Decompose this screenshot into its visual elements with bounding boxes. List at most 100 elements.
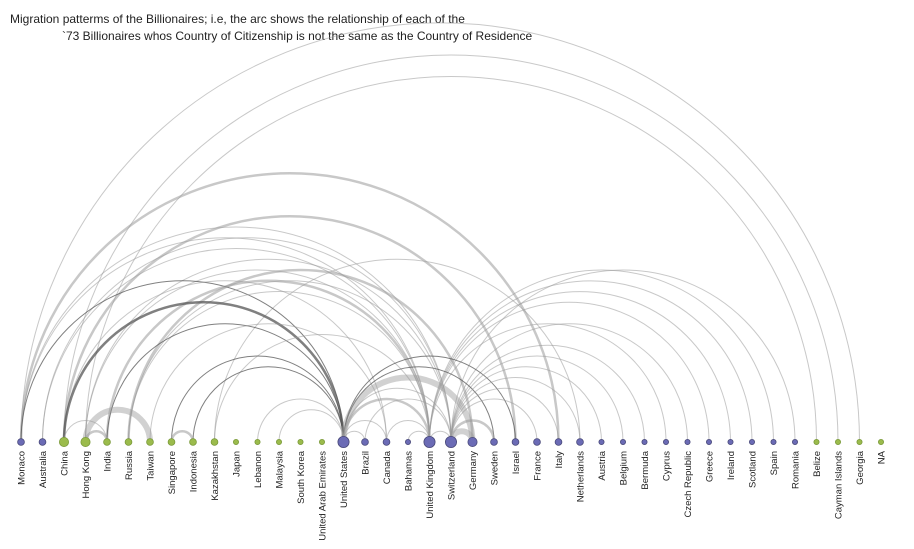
node-hong-kong[interactable] bbox=[80, 436, 91, 447]
node-israel[interactable] bbox=[511, 438, 520, 446]
arc-switzerland-to-romania[interactable] bbox=[450, 269, 796, 443]
node-australia[interactable] bbox=[38, 438, 47, 446]
node-cyprus[interactable] bbox=[663, 438, 670, 445]
node-label-lebanon: Lebanon bbox=[253, 451, 264, 488]
node-kazakhstan[interactable] bbox=[210, 438, 219, 446]
node-ireland[interactable] bbox=[727, 438, 734, 445]
arc-united-kingdom-to-cyprus[interactable] bbox=[429, 323, 667, 443]
arc-switzerland-to-austria[interactable] bbox=[450, 366, 602, 443]
arc-united-states-to-israel[interactable] bbox=[343, 355, 516, 443]
arc-kazakhstan-to-netherlands[interactable] bbox=[214, 258, 581, 443]
arc-taiwan-to-canada[interactable] bbox=[149, 323, 387, 443]
node-china[interactable] bbox=[59, 436, 70, 447]
arc-switzerland-to-bermuda[interactable] bbox=[450, 344, 645, 443]
node-na[interactable] bbox=[878, 438, 885, 445]
node-label-russia: Russia bbox=[124, 450, 135, 480]
arc-united-kingdom-to-spain[interactable] bbox=[429, 269, 774, 443]
arc-indonesia-to-united-states[interactable] bbox=[192, 366, 344, 443]
arc-switzerland-to-belgium[interactable] bbox=[450, 355, 624, 443]
node-label-greece: Greece bbox=[705, 451, 716, 482]
arc-monaco-to-italy[interactable] bbox=[19, 172, 560, 443]
arc-switzerland-to-italy[interactable] bbox=[450, 387, 559, 443]
node-sweden[interactable] bbox=[490, 438, 498, 446]
node-bahamas[interactable] bbox=[404, 438, 411, 445]
arc-india-to-united-states[interactable] bbox=[106, 323, 344, 443]
node-italy[interactable] bbox=[554, 438, 563, 446]
node-label-australia: Australia bbox=[38, 450, 49, 488]
arc-china-to-israel[interactable] bbox=[62, 215, 517, 443]
arc-canada-to-united-kingdom[interactable] bbox=[386, 420, 430, 443]
arc-switzerland-to-sweden[interactable] bbox=[449, 419, 496, 443]
arc-lebanon-to-united-states[interactable] bbox=[257, 398, 344, 443]
node-belgium[interactable] bbox=[620, 438, 627, 445]
arc-united-states-to-united-kingdom[interactable] bbox=[342, 397, 431, 443]
arc-switzerland-to-netherlands[interactable] bbox=[450, 377, 581, 443]
node-label-czech-republic: Czech Republic bbox=[683, 451, 694, 518]
arc-china-to-united-states[interactable] bbox=[62, 301, 345, 443]
node-singapore[interactable] bbox=[167, 438, 176, 446]
arc-china-to-cayman-islands[interactable] bbox=[63, 54, 839, 443]
arc-hong-kong-to-taiwan[interactable] bbox=[82, 406, 153, 443]
node-india[interactable] bbox=[103, 438, 111, 446]
node-switzerland[interactable] bbox=[444, 435, 457, 448]
node-canada[interactable] bbox=[382, 438, 391, 446]
arc-hong-kong-to-belize[interactable] bbox=[85, 76, 817, 443]
node-south-korea[interactable] bbox=[297, 438, 304, 445]
node-cayman-islands[interactable] bbox=[835, 438, 842, 445]
arc-switzerland-to-czech-republic[interactable] bbox=[450, 323, 688, 443]
arc-malaysia-to-united-states[interactable] bbox=[278, 409, 344, 443]
arc-australia-to-united-kingdom[interactable] bbox=[42, 248, 430, 443]
arc-united-states-to-sweden[interactable] bbox=[343, 366, 495, 443]
node-czech-republic[interactable] bbox=[684, 438, 691, 445]
node-taiwan[interactable] bbox=[146, 438, 154, 446]
node-france[interactable] bbox=[533, 438, 541, 446]
node-romania[interactable] bbox=[792, 438, 799, 445]
node-label-kazakhstan: Kazakhstan bbox=[210, 451, 221, 501]
node-austria[interactable] bbox=[598, 438, 605, 445]
arc-united-states-to-canada[interactable] bbox=[343, 420, 387, 443]
node-united-kingdom[interactable] bbox=[423, 435, 436, 448]
node-label-italy: Italy bbox=[554, 451, 565, 469]
arc-singapore-to-indonesia[interactable] bbox=[170, 430, 195, 443]
arc-singapore-to-united-states[interactable] bbox=[171, 355, 344, 443]
node-netherlands[interactable] bbox=[576, 438, 584, 446]
node-greece[interactable] bbox=[706, 438, 713, 445]
node-monaco[interactable] bbox=[17, 438, 25, 446]
arc-monaco-to-switzerland[interactable] bbox=[20, 226, 452, 443]
node-label-monaco: Monaco bbox=[17, 451, 28, 485]
arc-united-kingdom-to-scotland[interactable] bbox=[429, 280, 753, 443]
node-label-singapore: Singapore bbox=[167, 451, 178, 494]
node-malaysia[interactable] bbox=[275, 438, 282, 445]
node-germany[interactable] bbox=[467, 436, 478, 447]
arc-monaco-to-united-kingdom[interactable] bbox=[20, 237, 430, 443]
chart-title: Migration patterms of the Billionaires; … bbox=[10, 11, 532, 45]
arc-china-to-canada[interactable] bbox=[63, 280, 387, 443]
arc-united-kingdom-to-greece[interactable] bbox=[429, 301, 710, 443]
arc-australia-to-switzerland[interactable] bbox=[42, 237, 452, 443]
node-brazil[interactable] bbox=[361, 438, 369, 446]
arc-china-to-india[interactable] bbox=[63, 420, 108, 443]
arc-monaco-to-georgia[interactable] bbox=[20, 22, 860, 443]
arc-brazil-to-switzerland[interactable] bbox=[364, 398, 452, 443]
arc-united-kingdom-to-ireland[interactable] bbox=[429, 291, 731, 443]
arc-switzerland-to-france[interactable] bbox=[450, 398, 538, 443]
arc-hong-kong-to-switzerland[interactable] bbox=[85, 258, 452, 443]
node-belize[interactable] bbox=[813, 438, 820, 445]
arc-kazakhstan-to-united-kingdom[interactable] bbox=[214, 334, 430, 443]
node-lebanon[interactable] bbox=[254, 438, 261, 445]
node-russia[interactable] bbox=[124, 438, 133, 446]
arc-monaco-to-united-states[interactable] bbox=[20, 280, 344, 443]
node-bermuda[interactable] bbox=[641, 438, 648, 445]
node-united-states[interactable] bbox=[337, 435, 350, 448]
node-indonesia[interactable] bbox=[189, 438, 197, 446]
node-united-arab-emirates[interactable] bbox=[318, 438, 325, 445]
arc-russia-to-united-kingdom[interactable] bbox=[128, 291, 430, 443]
arc-united-states-to-germany[interactable] bbox=[340, 374, 476, 443]
arc-india-to-united-kingdom[interactable] bbox=[105, 279, 431, 443]
arcs-layer bbox=[19, 22, 860, 443]
node-spain[interactable] bbox=[770, 438, 777, 445]
node-japan[interactable] bbox=[232, 438, 239, 445]
node-georgia[interactable] bbox=[856, 438, 863, 445]
node-scotland[interactable] bbox=[749, 438, 756, 445]
